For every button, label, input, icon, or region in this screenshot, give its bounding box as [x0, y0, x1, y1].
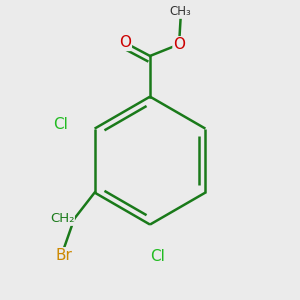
Text: CH₂: CH₂ — [50, 212, 74, 225]
Text: O: O — [173, 37, 185, 52]
Text: O: O — [119, 35, 131, 50]
Text: Cl: Cl — [54, 117, 68, 132]
Text: Br: Br — [56, 248, 73, 263]
Text: CH₃: CH₃ — [169, 5, 191, 18]
Text: Cl: Cl — [150, 249, 165, 264]
